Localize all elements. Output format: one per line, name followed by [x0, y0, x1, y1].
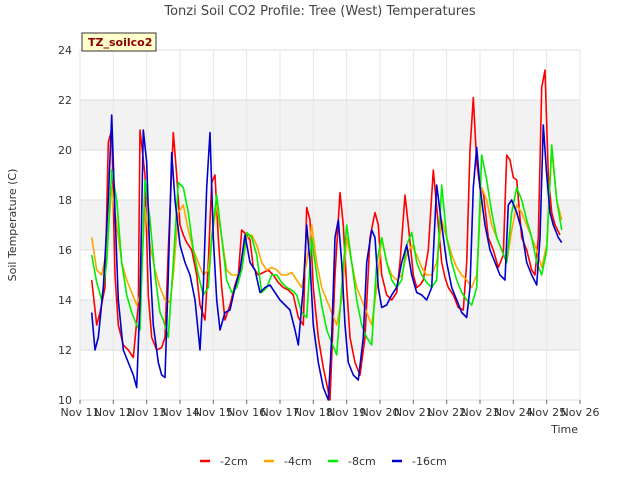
y-axis-label: Soil Temperature (C) — [6, 169, 19, 282]
x-tick-label: Nov 22 — [427, 406, 466, 419]
series-layer — [90, 69, 563, 401]
x-tick-label: Nov 16 — [227, 406, 266, 419]
x-tick-label: Nov 18 — [294, 406, 333, 419]
y-tick-label: 24 — [58, 44, 72, 57]
x-tick-label: Nov 14 — [161, 406, 200, 419]
legend-label: -4cm — [284, 455, 312, 468]
y-tick-label: 16 — [58, 244, 72, 257]
legend-label: -8cm — [348, 455, 376, 468]
x-tick-label: Nov 17 — [261, 406, 300, 419]
series-line-8cm — [90, 144, 563, 356]
series-line-4cm — [90, 149, 563, 326]
x-tick-label: Nov 26 — [561, 406, 600, 419]
dataset-badge-box — [81, 32, 157, 52]
series-line-16cm — [90, 114, 563, 401]
x-tick-label: Nov 11 — [61, 406, 100, 419]
y-tick-label: 12 — [58, 344, 72, 357]
background-band — [80, 200, 580, 250]
x-tick-label: Nov 23 — [461, 406, 500, 419]
x-tick-label: Nov 20 — [361, 406, 400, 419]
x-tick-label: Nov 25 — [527, 406, 566, 419]
y-axis-ticks: 10 12 14 16 18 20 22 24 — [58, 44, 72, 407]
background-band — [80, 250, 580, 300]
background-band — [80, 50, 580, 100]
dataset-badge-label: TZ_soilco2 — [88, 36, 152, 49]
x-tick-label: Nov 12 — [94, 406, 133, 419]
x-tick-label: Nov 19 — [327, 406, 366, 419]
series-line-2cm — [90, 69, 561, 401]
background-band — [80, 100, 580, 150]
legend-label: -16cm — [412, 455, 447, 468]
legend: -2cm -4cm -8cm -16cm — [200, 455, 447, 468]
y-tick-label: 18 — [58, 194, 72, 207]
y-tick-label: 14 — [58, 294, 72, 307]
y-tick-label: 20 — [58, 144, 72, 157]
legend-label: -2cm — [220, 455, 248, 468]
x-tick-label: Nov 15 — [194, 406, 233, 419]
y-tick-label: 22 — [58, 94, 72, 107]
dataset-badge: TZ_soilco2 — [81, 32, 157, 52]
x-tick-label: Nov 21 — [394, 406, 433, 419]
y-tick-label: 10 — [58, 394, 72, 407]
x-tick-label: Nov 13 — [127, 406, 166, 419]
background-band — [80, 150, 580, 200]
x-axis-label: Time — [550, 423, 578, 436]
plot-background-bands — [80, 50, 580, 400]
chart-title: Tonzi Soil CO2 Profile: Tree (West) Temp… — [163, 4, 476, 19]
x-tick-label: Nov 24 — [494, 406, 533, 419]
